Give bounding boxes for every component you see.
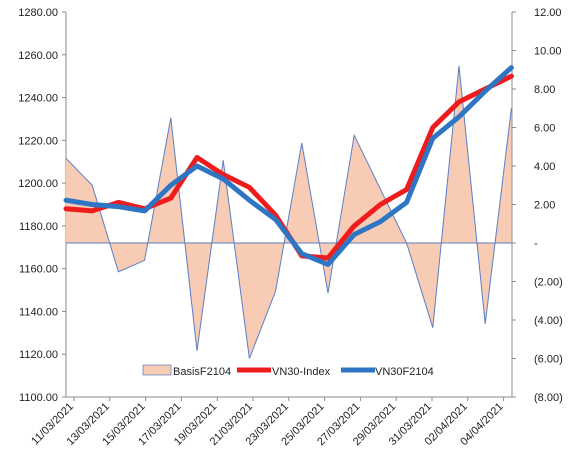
y-left-tick-label: 1100.00 <box>19 392 58 404</box>
series-line-vn30f2104 <box>63 65 514 267</box>
y-left-tick-label: 1160.00 <box>19 264 58 276</box>
y-left-tick-label: 1180.00 <box>19 221 58 233</box>
y-right-tick-label: 10.00 <box>534 46 562 58</box>
y-left-tick-label: 1220.00 <box>18 135 58 147</box>
y-right-tick-label: (8.00) <box>534 392 563 404</box>
basis-area-series <box>65 65 512 359</box>
legend-label-vn30-index: VN30-Index <box>272 366 331 378</box>
line-series-group <box>63 65 514 267</box>
legend-label-basis: BasisF2104 <box>173 366 231 378</box>
y-left-tick-label: 1140.00 <box>19 306 58 318</box>
y-right-tick-label: (2.00) <box>534 277 563 289</box>
y-left-tick-label: 1200.00 <box>18 178 58 190</box>
y-left-tick-label: 1260.00 <box>18 50 58 62</box>
y-right-tick-label: (4.00) <box>534 315 563 327</box>
y-left-tick-label: 1120.00 <box>19 349 58 361</box>
legend: BasisF2104 VN30-Index VN30F2104 <box>142 364 434 378</box>
y-right-tick-label: 2.00 <box>534 200 555 212</box>
basis-area-outline <box>65 65 512 359</box>
y-right-tick-label: 6.00 <box>534 123 555 135</box>
y-left-tick-label: 1240.00 <box>18 93 58 105</box>
y-right-tick-label: (6.00) <box>534 354 563 366</box>
legend-label-vn30f2104: VN30F2104 <box>375 366 434 378</box>
y-right-tick-label: 8.00 <box>534 84 555 96</box>
y-right-tick-label: 12.00 <box>534 7 562 19</box>
legend-swatch-basis <box>142 364 172 376</box>
y-right-tick-label: 4.00 <box>534 161 555 173</box>
y-right-tick-label: - <box>534 238 538 250</box>
y-left-tick-label: 1280.00 <box>18 7 58 19</box>
basis-area-fill <box>66 65 512 359</box>
